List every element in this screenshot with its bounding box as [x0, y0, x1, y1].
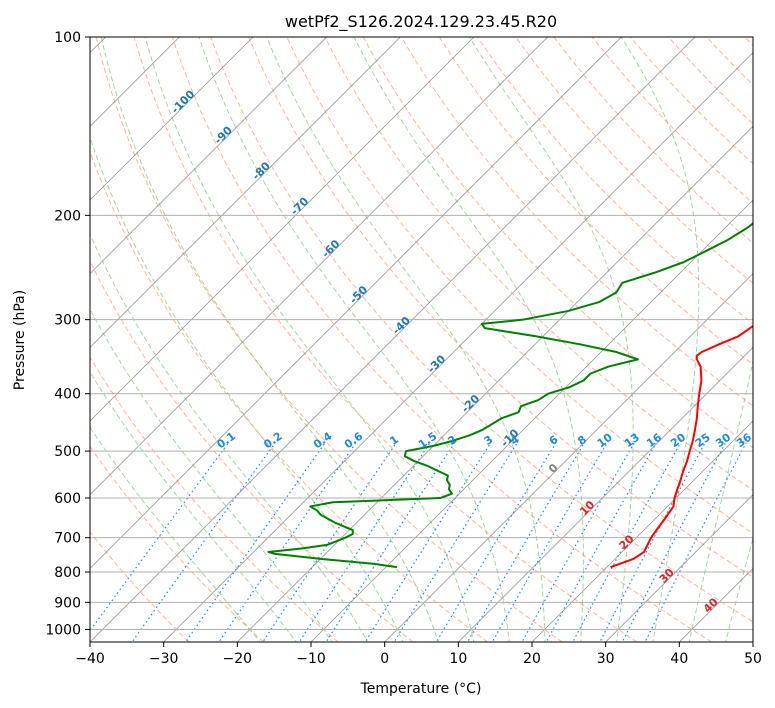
y-tick-label: 500 — [54, 444, 81, 460]
x-tick-label: −10 — [296, 651, 326, 667]
pressure-grid — [90, 37, 753, 630]
dry-adiabat-line — [439, 37, 753, 366]
dewpoint-line — [267, 222, 753, 569]
dry-adiabat-line — [248, 37, 753, 578]
y-tick-label: 600 — [54, 491, 81, 507]
mixing-ratio-line — [491, 442, 608, 642]
dry-adiabat-line — [324, 37, 753, 491]
dry-adiabat-line — [210, 37, 753, 623]
isotherms — [90, 37, 753, 642]
plot-area — [90, 37, 753, 642]
y-axis-label: Pressure (hPa) — [12, 290, 28, 390]
moist-adiabat-line — [90, 370, 297, 642]
y-tick-label: 900 — [54, 595, 81, 611]
mixing-ratio-line — [364, 442, 491, 642]
mixing-ratio-lines — [90, 442, 747, 642]
isotherm-line — [384, 273, 753, 642]
chart-title: wetPf2_S126.2024.129.23.45.R20 — [285, 12, 557, 32]
dry-adiabat-line — [133, 37, 638, 642]
y-axis: 100 200 300 400 500 600 700 800 900 1000 — [45, 30, 90, 638]
dry-adiabat-line — [95, 37, 563, 642]
y-tick-label: 200 — [54, 208, 81, 224]
mixing-ratio-line — [545, 442, 657, 642]
x-tick-label: −40 — [75, 651, 105, 667]
y-tick-label: 400 — [54, 387, 81, 403]
dry-adiabats — [90, 37, 753, 642]
mixing-ratio-line — [572, 442, 681, 642]
x-tick-label: 50 — [744, 651, 762, 667]
y-tick-label: 300 — [54, 313, 81, 329]
isotherm-line — [163, 52, 753, 642]
isotherm-line — [605, 494, 753, 642]
isotherm-line — [531, 420, 753, 642]
x-axis-label: Temperature (°C) — [360, 681, 482, 697]
mixing-ratio-line — [521, 442, 635, 642]
isotherm-line — [90, 37, 254, 201]
y-tick-label: 1000 — [45, 622, 81, 638]
isotherm-line — [310, 199, 753, 642]
isotherm-line — [457, 346, 753, 642]
plot-frame — [89, 36, 754, 643]
temperature-line — [610, 324, 753, 569]
x-tick-label: 0 — [380, 651, 389, 667]
isotherm-line — [90, 37, 401, 348]
x-tick-label: 20 — [523, 651, 541, 667]
y-tick-label: 100 — [54, 30, 81, 46]
x-tick-label: −20 — [223, 651, 253, 667]
x-tick-label: 10 — [449, 651, 467, 667]
isotherm-line — [90, 37, 475, 422]
mixing-ratio-line — [298, 442, 431, 642]
y-tick-label: 700 — [54, 531, 81, 547]
mixing-ratio-line — [599, 442, 706, 642]
mixing-ratio-line — [621, 442, 726, 642]
isotherm-line — [90, 37, 328, 275]
mixing-ratio-line — [435, 442, 557, 642]
x-tick-label: 40 — [670, 651, 688, 667]
dry-adiabat-line — [90, 445, 264, 642]
isotherm-line — [90, 37, 549, 496]
dry-adiabat-line — [90, 356, 339, 642]
mixing-ratio-line — [393, 442, 518, 642]
moist-adiabat-line — [100, 37, 439, 642]
sounding-series — [267, 222, 753, 569]
mixing-ratio-line — [185, 442, 326, 642]
x-axis: −40 −30 −20 −10 0 10 20 30 40 50 — [75, 642, 762, 667]
dry-adiabat-line — [90, 531, 190, 642]
dry-adiabat-line — [171, 37, 712, 642]
isotherm-line — [90, 37, 180, 127]
isotherm-line — [90, 37, 696, 642]
x-tick-label: −30 — [149, 651, 179, 667]
moist-adiabat-line — [90, 426, 261, 642]
dry-adiabat-line — [90, 150, 488, 642]
dry-adiabat-line — [515, 37, 753, 284]
isotherm-line — [90, 37, 622, 569]
dry-adiabat-line — [400, 37, 753, 407]
y-tick-label: 800 — [54, 565, 81, 581]
mixing-ratio-line — [131, 442, 276, 642]
x-tick-label: 30 — [597, 651, 615, 667]
